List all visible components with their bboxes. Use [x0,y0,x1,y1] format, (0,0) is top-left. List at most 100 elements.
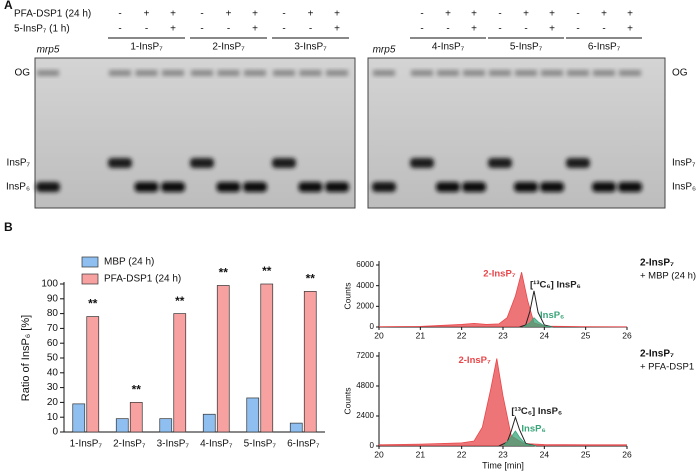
bar [173,313,187,433]
gel-band [566,158,590,168]
bar [303,291,317,433]
peak-area [379,272,627,327]
peak-line [378,272,628,328]
sign: + [549,9,555,20]
x-tick-label: 5-InsP₇ [244,439,277,450]
group-label: 5-InsP₇ [510,42,543,53]
y-tick-label: 0 [52,427,58,438]
axis [63,282,325,433]
peak-area [379,358,627,446]
bar [86,316,100,433]
peak-label: InsP₆ [521,424,545,435]
lane-label: mrp5 [373,45,396,56]
gel-band [190,158,214,168]
band-label: InsP₇ [672,158,696,169]
y-tick-label: 4800 [356,381,374,390]
gel-band [619,70,641,76]
y-tick-label: 60 [47,338,59,349]
sign: + [471,9,477,20]
sign: + [445,9,451,20]
gel-band [109,70,131,76]
sign: - [576,9,579,20]
bar [159,418,173,433]
gel-band [191,70,213,76]
x-axis-label: Time [min] [482,460,524,470]
sign: + [549,24,555,35]
y-tick-label: 100 [41,279,58,290]
x-tick-label: 1-InsP₇ [70,439,103,450]
gel-band [217,70,240,76]
gel-band [373,70,395,76]
x-tick-label: 20 [374,330,384,340]
gel-band [325,182,349,192]
gel-band [161,182,185,192]
band-label: OG [14,68,30,79]
gel-band [437,70,459,76]
x-tick-label: 25 [581,330,591,340]
peak-line [519,290,553,328]
peak-line [502,430,537,447]
legend-label: MBP (24 h) [104,257,154,268]
band-label: InsP₆ [672,182,696,193]
gel-band [272,158,296,168]
band-label: OG [672,68,688,79]
chart-title: 2-InsP₇ [640,349,674,360]
sign: - [420,24,423,35]
gel-band [410,158,434,168]
y-tick-label: 90 [47,293,59,304]
gel-band [36,182,60,192]
sign: - [282,24,285,35]
significance: ** [132,383,142,397]
chart-subtitle: + PFA-DSP1 (24 h) [640,362,697,373]
peak-label: [¹³C₆] InsP₆ [530,279,581,290]
x-tick-label: 25 [581,449,591,459]
group-label: 6-InsP₇ [588,42,621,53]
sign: - [282,9,285,20]
sign: + [144,9,150,20]
gel-band [243,182,267,192]
sign: - [145,24,148,35]
y-tick-label: 2000 [356,301,374,310]
sign: - [524,24,527,35]
x-tick-label: 22 [457,449,467,459]
sign: - [498,9,501,20]
peak-line [523,317,553,328]
gel-band [593,70,615,76]
bar [246,397,260,433]
bar [260,283,274,433]
group-label: 2-InsP₇ [212,42,245,53]
band-label: InsP₆ [6,182,30,193]
gel-band [134,182,159,192]
gel-band [541,70,563,76]
sign: - [446,24,449,35]
gel-band [326,70,348,76]
y-tick-label: 40 [47,367,59,378]
treatment-label: 5-InsP₇ (1 h) [14,24,70,35]
y-tick-label: 20 [47,397,59,408]
sign: + [226,9,232,20]
bar [202,413,216,433]
x-tick-label: 2-InsP₇ [113,439,146,450]
sign: + [308,9,314,20]
panel-label: B [4,220,13,234]
y-tick-label: 0 [370,322,375,331]
legend-swatch [81,256,99,268]
x-tick-label: 26 [622,449,632,459]
bar [216,285,230,433]
gel-band [299,70,322,76]
gel-band [540,182,564,192]
peak-label: 2-InsP₇ [458,355,491,366]
band-label: InsP₇ [7,158,31,169]
x-tick-label: 4-InsP₇ [200,439,233,450]
sign: - [602,24,605,35]
gel-band [463,70,485,76]
panel-label: A [4,0,13,12]
gel-band [108,158,132,168]
legend-swatch [81,273,99,285]
gel-band [37,70,59,76]
group-label: 4-InsP₇ [432,42,465,53]
bar [115,418,129,433]
gel-band [618,182,642,192]
y-tick-label: 50 [47,353,59,364]
significance: ** [262,264,272,278]
